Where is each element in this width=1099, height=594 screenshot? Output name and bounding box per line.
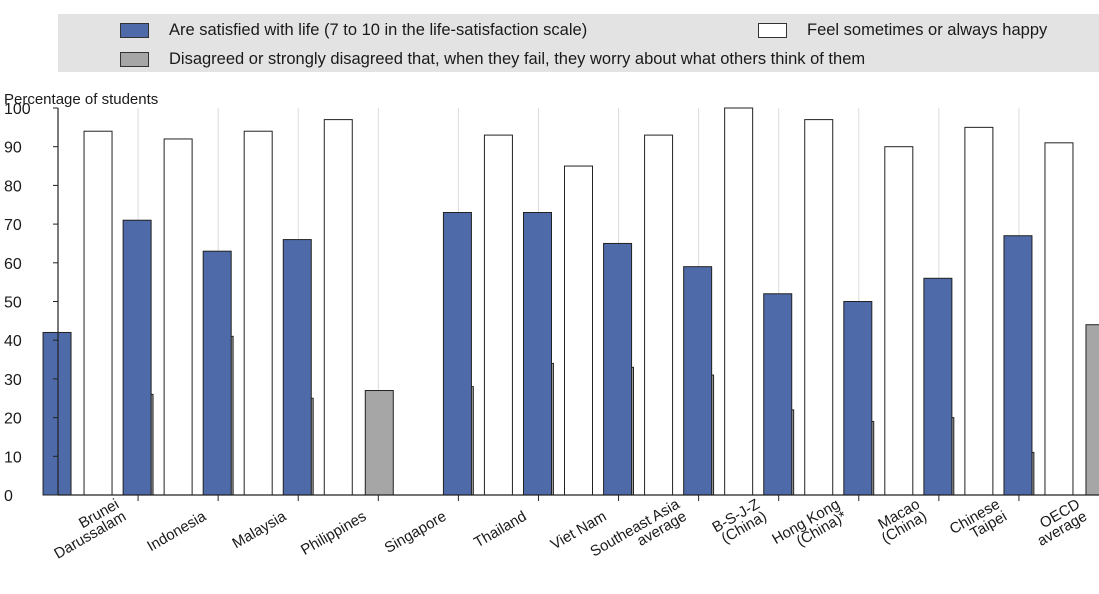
bar-life-satisfaction [763,293,793,496]
x-category-label: Indonesia [144,508,209,556]
bar-life-satisfaction [603,242,633,496]
bar-marks [42,107,1099,496]
x-category-label: B-S-J-Z(China) [709,496,769,547]
y-tick-label: 60 [4,256,22,273]
y-tick-label: 50 [4,295,22,312]
bar-life-satisfaction [683,266,713,496]
x-category-label: Malaysia [229,508,289,553]
bar-life-satisfaction [442,211,472,496]
y-tick-label: 90 [4,140,22,157]
legend-swatch-grey [120,52,149,67]
legend-item-happy: Feel sometimes or always happy [758,21,1047,40]
bar-happy [804,119,834,496]
x-category-label-line: Singapore [382,508,450,557]
x-category-label: Macao(China) [875,496,929,547]
y-tick-label: 30 [4,372,22,389]
x-category-label-line: Indonesia [144,508,209,556]
bar-happy [724,107,754,496]
bar-happy [83,130,113,496]
y-tick-labels: 0 10 20 30 40 50 60 70 80 90 100 [4,101,31,505]
bar-happy [163,138,193,496]
y-tick-label: 40 [4,333,22,350]
bar-life-satisfaction [843,301,873,496]
bar-life-satisfaction [523,211,552,496]
axes [53,107,1099,501]
y-tick-label: 100 [4,101,31,118]
legend-label-happy: Feel sometimes or always happy [807,21,1048,39]
bar-life-satisfaction [282,239,312,496]
y-tick-label: 0 [4,488,13,505]
y-tick-label: 80 [4,178,22,195]
bar-worry [1085,324,1099,496]
x-category-label: Philippines [298,508,369,559]
bar-life-satisfaction [923,277,953,496]
legend: Are satisfied with life (7 to 10 in the … [58,14,1099,72]
legend-label-life-satisfaction: Are satisfied with life (7 to 10 in the … [169,21,588,39]
y-tick-label: 70 [4,217,22,234]
legend-swatch-white [758,23,787,38]
x-category-label: Hong Kong(China)* [769,496,850,550]
x-category-label-line: Malaysia [229,508,289,553]
y-tick-label: 20 [4,411,22,428]
bar-happy [964,126,994,496]
bar-happy [483,134,513,496]
legend-item-worry: Disagreed or strongly disagreed that, wh… [120,50,865,69]
bar-happy [323,119,353,496]
bar-life-satisfaction [202,250,232,496]
x-category-label-line: Philippines [298,508,369,559]
bar-happy [644,134,674,496]
bar-life-satisfaction [42,331,72,496]
bar-happy [243,130,273,496]
bar-worry [364,390,394,496]
legend-item-life-satisfaction: Are satisfied with life (7 to 10 in the … [120,21,587,40]
bar-life-satisfaction [122,219,152,496]
legend-label-worry: Disagreed or strongly disagreed that, wh… [169,50,866,68]
x-category-label: Thailand [471,508,529,551]
bar-happy [564,165,593,496]
y-axis-title: Percentage of students [4,91,158,108]
y-tick-label: 10 [4,449,22,466]
legend-swatch-blue [120,23,149,38]
bar-happy [1044,142,1074,496]
bar-life-satisfaction [1003,235,1033,496]
x-category-label-line: Thailand [471,508,529,551]
bar-happy [884,146,914,496]
x-category-label: Singapore [382,508,450,557]
